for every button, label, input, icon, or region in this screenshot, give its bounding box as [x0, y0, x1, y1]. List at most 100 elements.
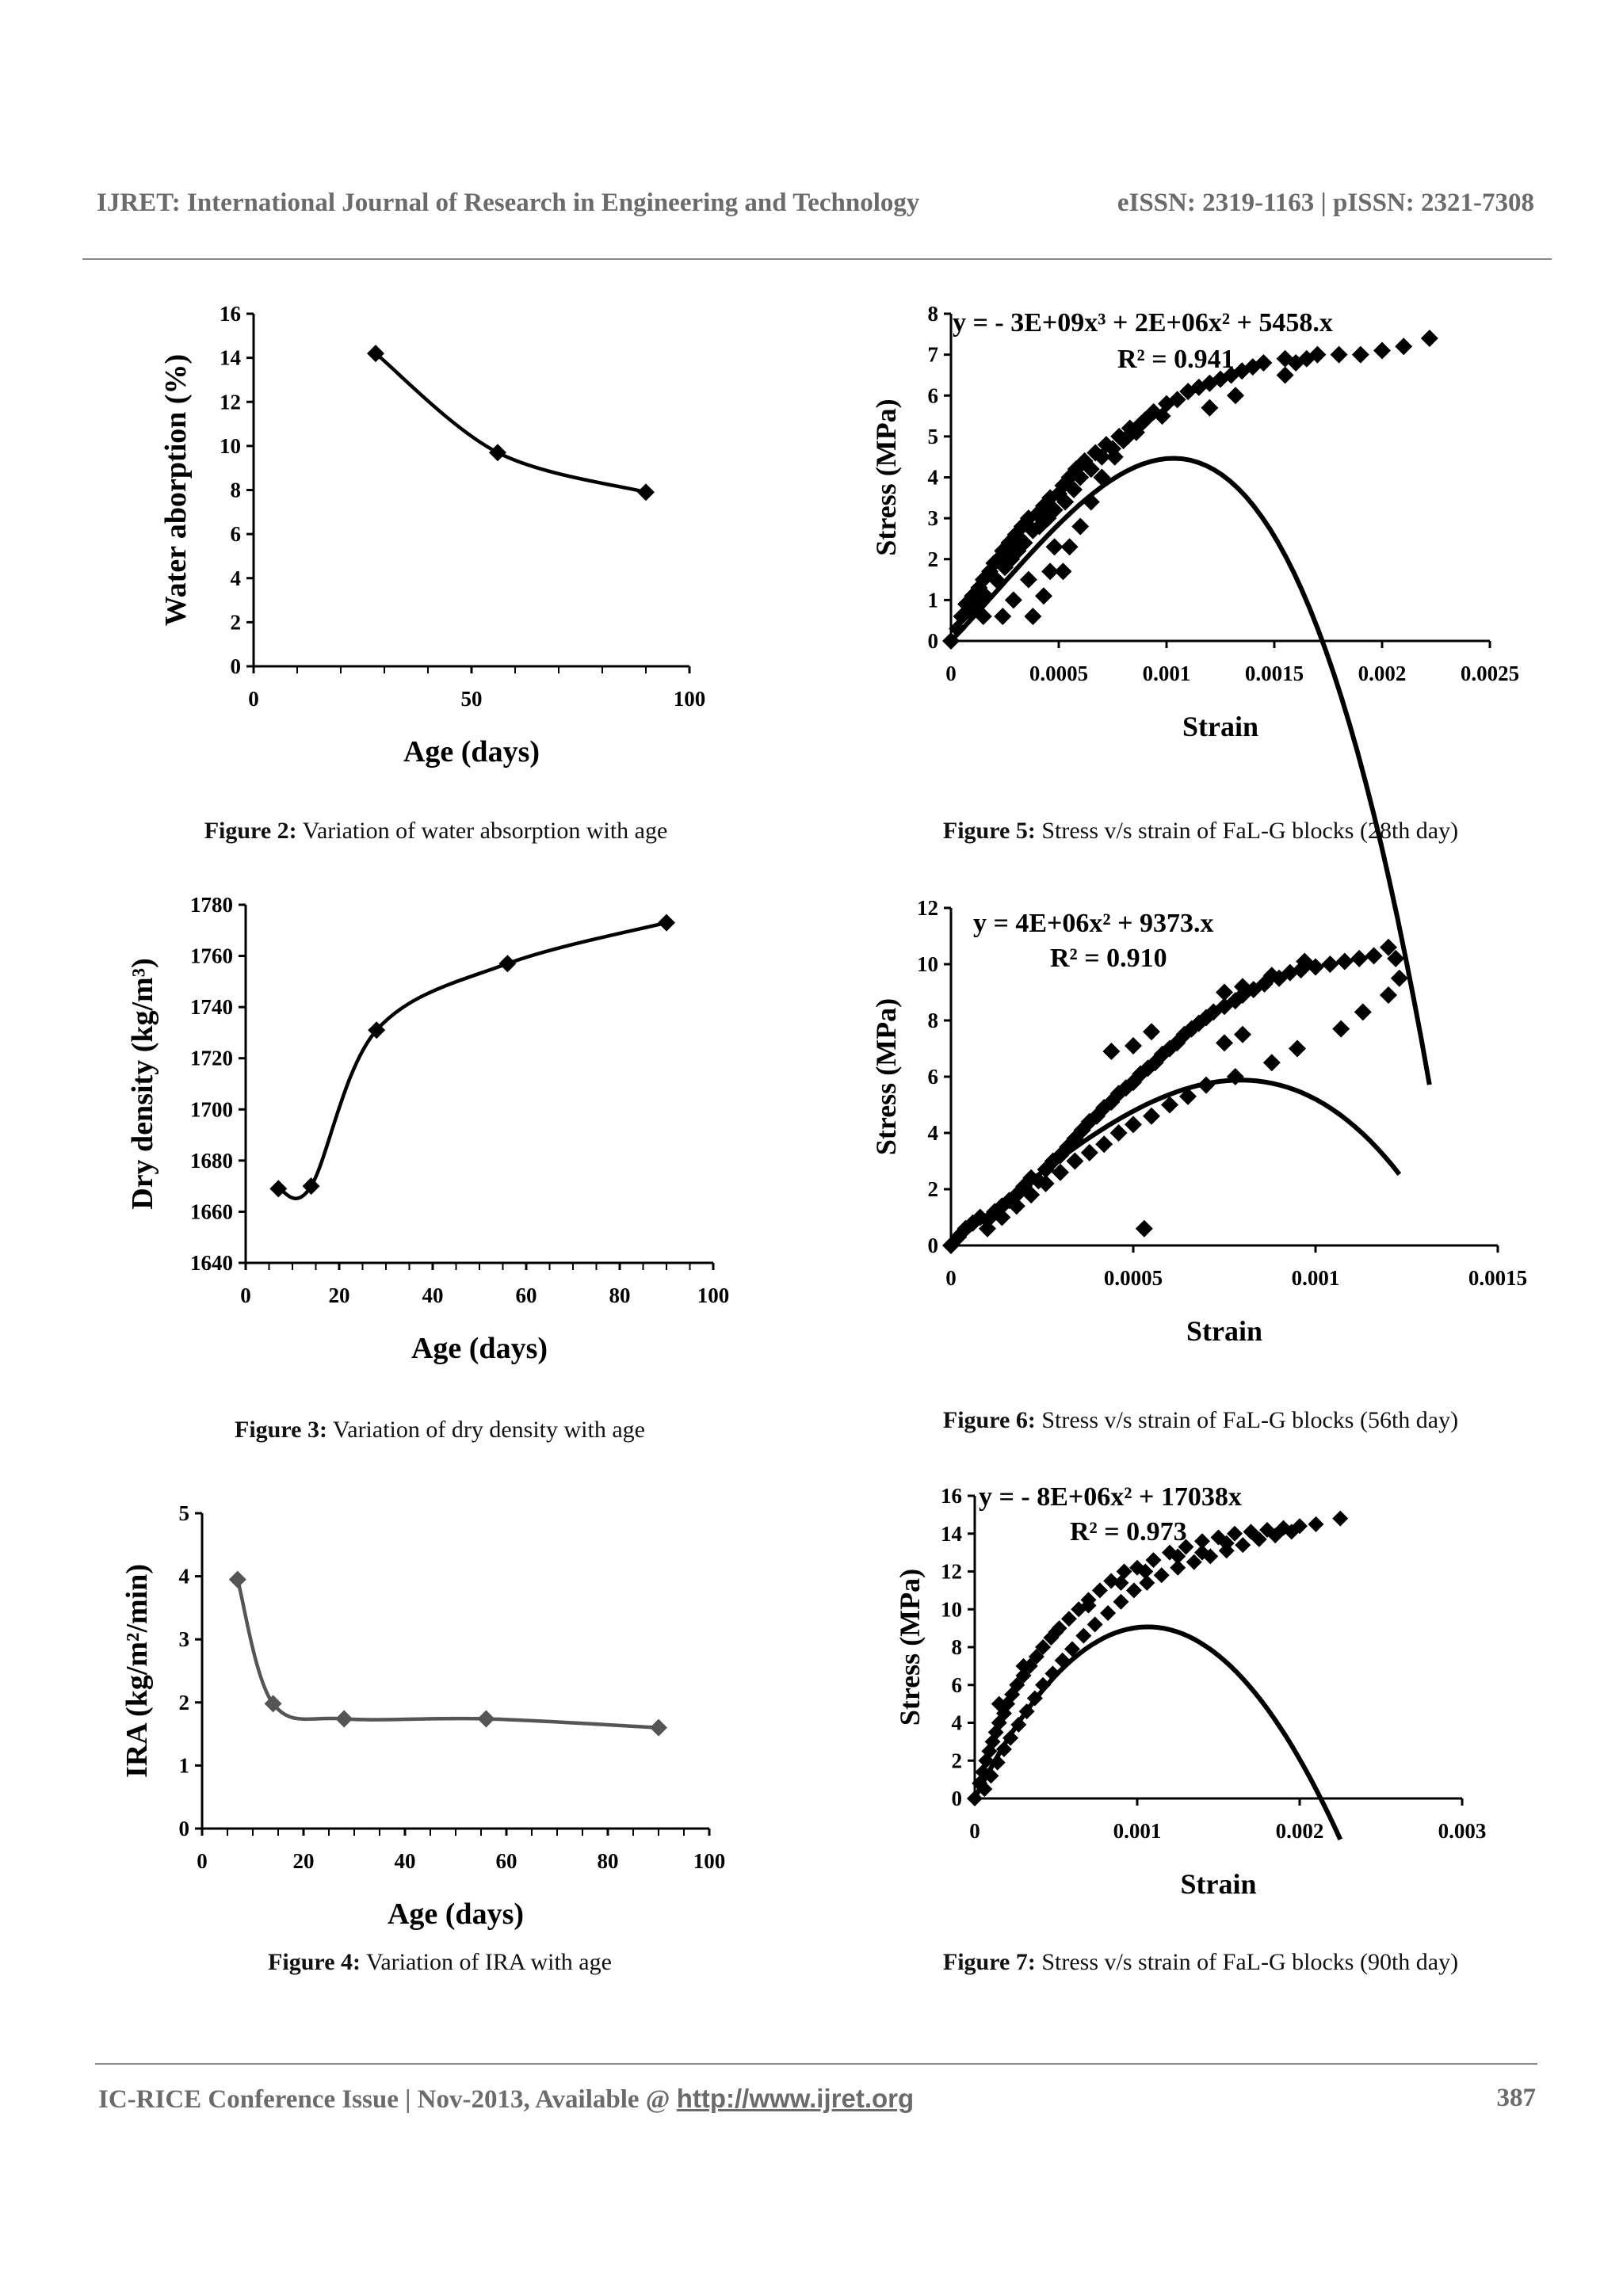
y-tick-label: 6: [928, 1065, 939, 1089]
data-point: [1170, 1559, 1186, 1576]
x-tick-label: 20: [329, 1283, 350, 1307]
data-point: [1380, 938, 1397, 956]
x-tick-label: 100: [674, 687, 706, 711]
data-point: [1139, 1574, 1155, 1591]
y-tick-label: 4: [928, 466, 939, 490]
y-tick-label: 1700: [190, 1097, 233, 1121]
data-point: [1380, 986, 1397, 1005]
x-tick-label: 0.0015: [1245, 662, 1304, 685]
data-point: [1071, 517, 1090, 536]
data-point: [1139, 1059, 1157, 1077]
data-point: [1227, 1525, 1243, 1542]
data-point: [1004, 591, 1022, 609]
data-point: [1009, 542, 1027, 560]
data-point: [1125, 1074, 1142, 1092]
y-tick-label: 7: [928, 343, 939, 367]
data-point: [1109, 1124, 1128, 1142]
data-point: [994, 608, 1012, 626]
y-tick-label: 5: [928, 425, 939, 448]
y-tick-label: 2: [231, 610, 242, 634]
caption-text: Stress v/s strain of FaL-G blocks (56th …: [1035, 1407, 1459, 1433]
data-point: [335, 1710, 353, 1728]
journal-title: IJRET: International Journal of Research…: [97, 189, 920, 217]
data-point: [1267, 1527, 1284, 1544]
x-tick-label: 0.001: [1292, 1266, 1340, 1290]
footer-link[interactable]: http://www.ijret.org: [676, 2084, 915, 2113]
data-point: [1194, 1533, 1210, 1550]
data-point: [1276, 366, 1294, 384]
y-tick-label: 3: [179, 1627, 190, 1651]
data-point: [1065, 480, 1083, 498]
data-point: [1143, 1107, 1160, 1125]
caption-label: Figure 4:: [268, 1949, 361, 1975]
data-point: [1086, 444, 1105, 462]
data-point: [1015, 534, 1033, 552]
y-tick-label: 8: [952, 1635, 963, 1659]
y-tick-label: 1: [179, 1753, 190, 1777]
data-point: [1035, 1676, 1052, 1693]
data-point: [650, 1718, 667, 1737]
header-rule: [82, 258, 1552, 260]
data-point: [1190, 378, 1208, 396]
data-point: [1009, 1676, 1025, 1693]
x-tick-label: 0: [197, 1849, 208, 1873]
data-point: [1330, 345, 1348, 364]
x-tick-label: 0: [945, 1266, 957, 1290]
data-point: [1080, 1597, 1097, 1614]
y-tick-label: 14: [220, 346, 241, 370]
data-point: [1135, 1219, 1153, 1238]
y-tick-label: 3: [928, 506, 939, 530]
x-tick-label: 20: [293, 1849, 315, 1873]
y-tick-label: 6: [952, 1673, 963, 1697]
data-point: [1125, 1116, 1142, 1134]
x-axis-label: Age (days): [388, 1897, 524, 1931]
y-tick-label: 8: [928, 302, 939, 326]
y-tick-label: 0: [928, 1234, 939, 1257]
chart-fig3: 1640 1660 1680 1700 1720 1740 1760 1780 0 20 40 60 8…: [126, 893, 729, 1365]
data-point: [1179, 1087, 1197, 1105]
data-point: [1007, 1197, 1025, 1215]
data-point: [1170, 1548, 1186, 1565]
data-point: [1022, 1186, 1041, 1204]
y-axis-label: IRA (kg/m²/min): [120, 1564, 154, 1778]
x-tick-label: 40: [422, 1283, 444, 1307]
data-point: [1106, 448, 1124, 466]
data-point: [1308, 345, 1327, 364]
data-point: [658, 913, 675, 932]
x-tick-label: 60: [516, 1283, 537, 1307]
data-point: [1243, 1524, 1259, 1540]
x-tick-label: 0: [248, 687, 259, 711]
y-tick-label: 12: [220, 390, 241, 414]
data-point: [1015, 1667, 1032, 1684]
data-point: [1234, 978, 1251, 996]
data-point: [957, 595, 976, 613]
data-point: [1216, 983, 1233, 1001]
data-point: [1354, 1003, 1372, 1021]
data-point: [991, 1695, 1007, 1712]
data-point: [477, 1710, 495, 1728]
data-point: [1143, 1023, 1160, 1041]
data-point: [1019, 570, 1037, 589]
y-axis-label: Stress (MPa): [894, 1569, 926, 1726]
x-tick-label: 80: [598, 1849, 619, 1873]
data-point: [1153, 1045, 1171, 1063]
data-point: [1254, 353, 1273, 372]
data-point: [1332, 1510, 1349, 1527]
data-point: [1132, 415, 1150, 433]
caption-text: Variation of IRA with age: [361, 1949, 612, 1975]
y-tick-label: 6: [231, 522, 242, 546]
data-point: [1186, 1554, 1202, 1570]
footer-rule: [95, 2063, 1537, 2065]
y-tick-label: 2: [928, 547, 939, 571]
y-tick-label: 1: [928, 588, 939, 612]
trendline: [949, 1077, 1402, 1248]
y-tick-label: 1680: [190, 1149, 233, 1173]
data-point: [971, 1208, 989, 1226]
x-tick-label: 0.001: [1143, 662, 1191, 685]
chart-fig2: 0 2 4 6 8 10 12 14 16 0 50 100 Age (days) Water aborp…: [159, 302, 706, 769]
data-point: [1332, 1020, 1350, 1038]
data-point: [1095, 1135, 1113, 1154]
data-point: [1243, 358, 1262, 376]
caption-fig4: Figure 4: Variation of IRA with age: [127, 1949, 753, 1976]
data-point: [1235, 1537, 1251, 1554]
